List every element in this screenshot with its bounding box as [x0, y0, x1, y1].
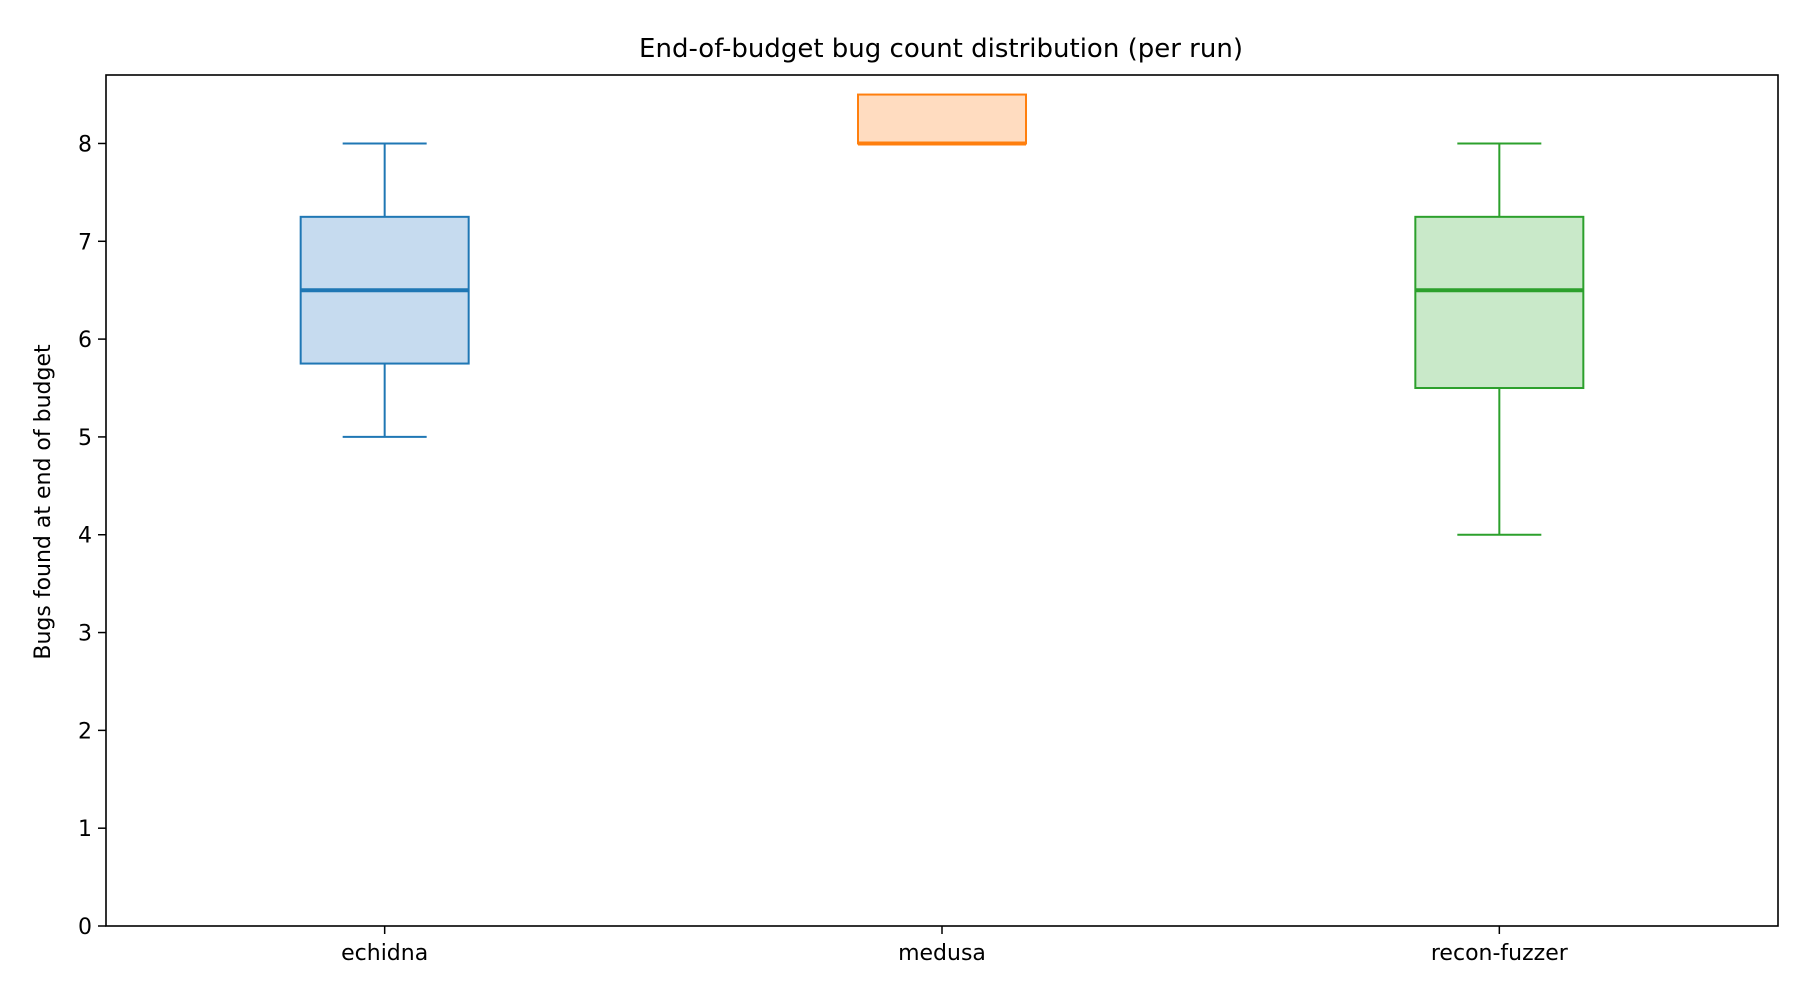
y-tick-label: 3: [78, 622, 92, 647]
box-recon-fuzzer: [1414, 215, 1585, 390]
y-tick-label: 5: [78, 426, 92, 451]
plot-area: 0 1 2 3 4 5 6 7 8 echidna medusa recon-fuzzer: [78, 93, 1585, 966]
y-tick-label: 2: [78, 719, 92, 744]
y-tick-label: 4: [78, 524, 92, 549]
y-tick-label: 8: [78, 132, 92, 157]
plot-frame: [105, 74, 1779, 927]
y-tick-label: 7: [78, 230, 92, 255]
chart-title: End-of-budget bug count distribution (pe…: [639, 34, 1243, 64]
y-tick-label: 0: [78, 915, 92, 940]
y-tick-label: 1: [78, 817, 92, 842]
y-axis-label: Bugs found at end of budget: [31, 344, 56, 660]
x-tick-label: medusa: [898, 941, 986, 966]
y-tick-label: 6: [78, 328, 92, 353]
x-tick-label: recon-fuzzer: [1431, 941, 1569, 966]
box-medusa: [857, 93, 1027, 145]
x-tick-label: echidna: [341, 941, 428, 966]
